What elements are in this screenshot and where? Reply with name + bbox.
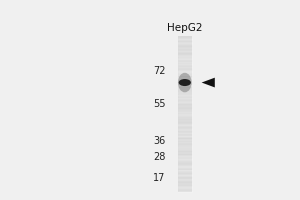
Ellipse shape (178, 73, 192, 92)
Text: 55: 55 (153, 99, 166, 109)
Bar (178, 36, 192, 192)
Text: HepG2: HepG2 (167, 23, 203, 33)
Polygon shape (202, 78, 215, 87)
Ellipse shape (179, 79, 191, 86)
Text: 28: 28 (153, 152, 166, 162)
Text: 72: 72 (153, 66, 166, 76)
Text: 17: 17 (153, 173, 166, 183)
Text: 36: 36 (153, 136, 166, 146)
